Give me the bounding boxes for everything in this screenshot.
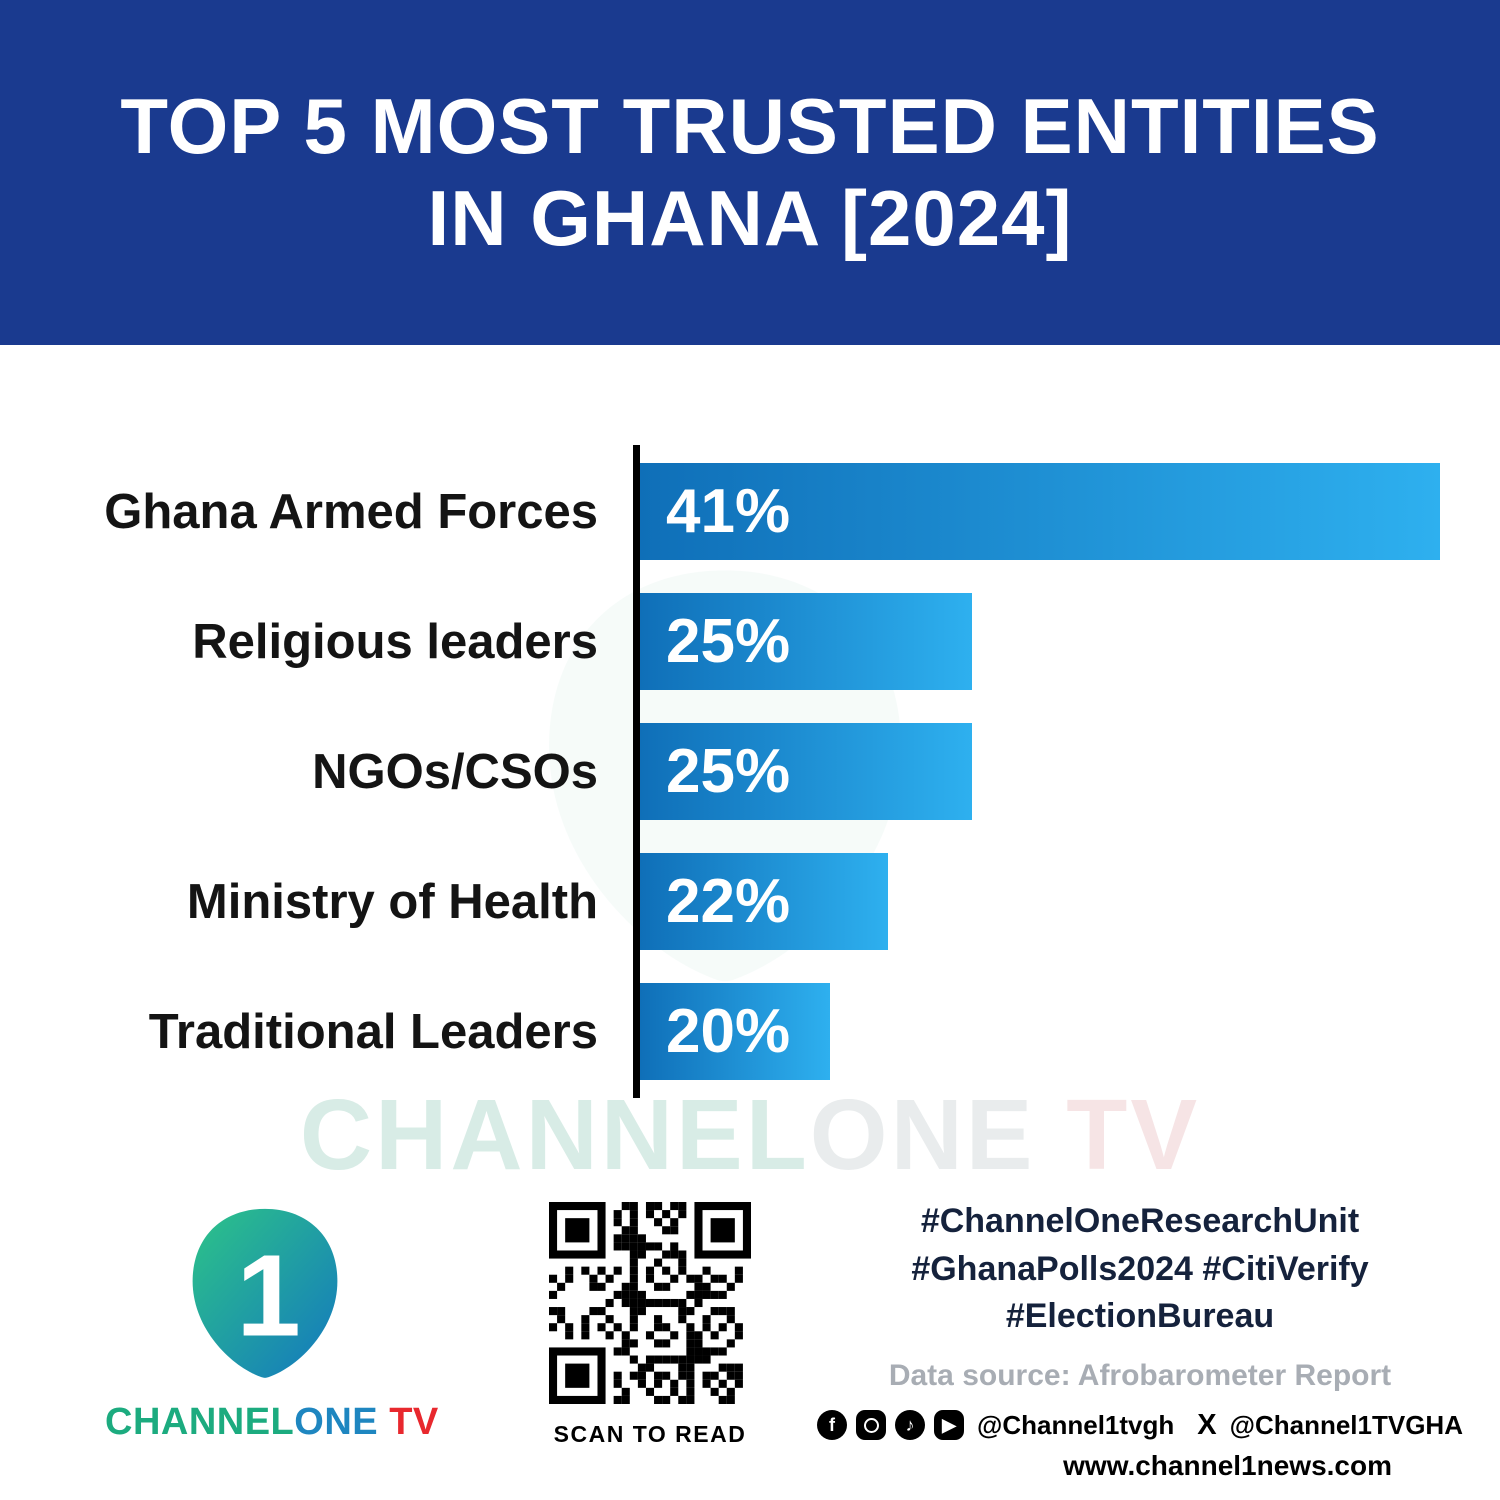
- hashtag-line-2: #GhanaPolls2024 #CitiVerify: [911, 1249, 1369, 1288]
- bar-value-label: 20%: [666, 997, 791, 1066]
- bar-value-label: 22%: [666, 867, 791, 936]
- watermark-tv: TV: [1035, 1079, 1201, 1191]
- qr-code-icon: [549, 1202, 751, 1404]
- tiktok-icon: ♪: [895, 1410, 925, 1441]
- logo-wordmark: CHANNELONE TV: [105, 1401, 438, 1444]
- bar-value-label: 41%: [666, 477, 791, 546]
- chart-row: Ghana Armed Forces 41%: [0, 463, 1500, 560]
- channel-one-logo-icon: 1: [192, 1208, 338, 1378]
- bar-category-label: Traditional Leaders: [148, 1004, 598, 1059]
- header-banner: TOP 5 MOST TRUSTED ENTITIES IN GHANA [20…: [0, 0, 1500, 345]
- channel-one-watermark: CHANNELONE TV: [0, 1085, 1500, 1185]
- chart-row: Ministry of Health 22%: [0, 853, 1500, 950]
- hashtags: #ChannelOneResearchUnit #GhanaPolls2024 …: [860, 1198, 1420, 1341]
- chart-row: Traditional Leaders 20%: [0, 983, 1500, 1080]
- footer-info-block: #ChannelOneResearchUnit #GhanaPolls2024 …: [817, 1198, 1463, 1482]
- bar: 25%: [640, 593, 972, 690]
- page-title-line2: IN GHANA [2024]: [427, 173, 1073, 262]
- bar-category-label: Ghana Armed Forces: [104, 484, 598, 539]
- bar-chart: Ghana Armed Forces 41% Religious leaders 25…: [0, 445, 1500, 1113]
- watermark-channel: CHANNEL: [299, 1079, 810, 1191]
- social-row: f ♪ ▶ @Channel1tvgh X @Channel1TVGHA: [817, 1408, 1463, 1442]
- data-source-note: Data source: Afrobarometer Report: [888, 1358, 1392, 1392]
- logo-numeral: 1: [236, 1231, 300, 1361]
- instagram-icon: [856, 1410, 886, 1441]
- wordmark-one: ONE: [294, 1401, 379, 1443]
- instagram-lens-icon: [863, 1417, 879, 1433]
- y-axis-line: [633, 445, 640, 1098]
- youtube-icon: ▶: [934, 1410, 964, 1441]
- social-handle-x: @Channel1TVGHA: [1229, 1409, 1463, 1440]
- channel-one-logo-block: 1 CHANNELONE TV: [105, 1198, 438, 1444]
- bar: 41%: [640, 463, 1440, 560]
- wordmark-tv: TV: [378, 1401, 439, 1443]
- bar-category-label: Ministry of Health: [186, 874, 598, 929]
- website-url: www.channel1news.com: [1063, 1449, 1392, 1481]
- page-title-line1: TOP 5 MOST TRUSTED ENTITIES: [120, 82, 1380, 171]
- bar: 22%: [640, 853, 888, 950]
- bar-value-label: 25%: [666, 607, 791, 676]
- x-twitter-icon: X: [1197, 1408, 1217, 1441]
- hashtag-line-1: #ChannelOneResearchUnit: [920, 1202, 1360, 1240]
- bar: 25%: [640, 723, 972, 820]
- social-handle-main: @Channel1tvgh: [977, 1409, 1175, 1440]
- chart-rows: Ghana Armed Forces 41% Religious leaders 25…: [0, 463, 1500, 1080]
- wordmark-channel: CHANNEL: [105, 1401, 295, 1443]
- bar-category-label: Religious leaders: [192, 614, 598, 669]
- bar: 20%: [640, 983, 830, 1080]
- qr-block: SCAN TO READ: [545, 1202, 755, 1448]
- hashtag-line-3: #ElectionBureau: [1005, 1297, 1275, 1336]
- qr-caption: SCAN TO READ: [553, 1421, 747, 1447]
- chart-row: Religious leaders 25%: [0, 593, 1500, 690]
- facebook-icon: f: [817, 1410, 847, 1441]
- bar-value-label: 25%: [666, 737, 791, 806]
- chart-row: NGOs/CSOs 25%: [0, 723, 1500, 820]
- bar-category-label: NGOs/CSOs: [312, 744, 598, 799]
- watermark-one: ONE: [809, 1079, 1036, 1191]
